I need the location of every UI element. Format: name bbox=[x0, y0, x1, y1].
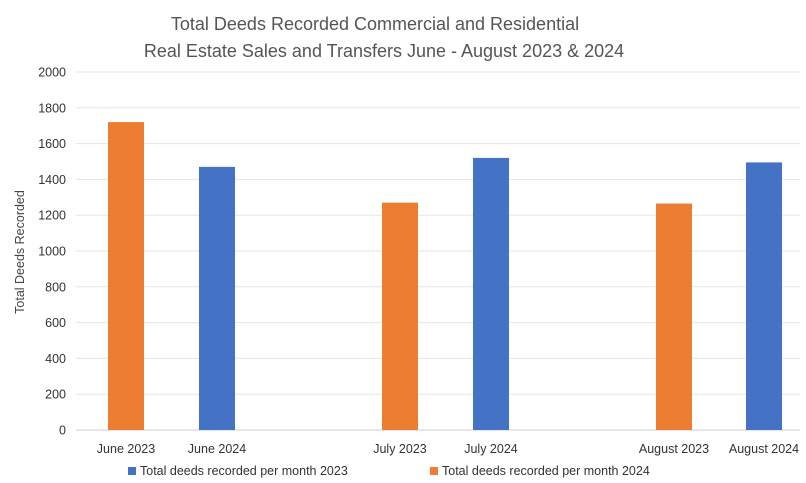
x-category-label: July 2024 bbox=[464, 442, 518, 456]
x-category-label: August 2023 bbox=[639, 442, 709, 456]
bar-june-2024 bbox=[199, 166, 235, 430]
grid-lines bbox=[76, 71, 800, 431]
x-category-label: June 2024 bbox=[188, 442, 246, 456]
bar-august-2024 bbox=[746, 162, 782, 430]
legend-label: Total deeds recorded per month 2023 bbox=[140, 464, 348, 478]
y-tick-label: 1800 bbox=[38, 101, 66, 115]
y-tick-label: 800 bbox=[45, 280, 66, 294]
chart-title-line-2: Real Estate Sales and Transfers June - A… bbox=[144, 41, 624, 61]
y-tick-label: 1200 bbox=[38, 209, 66, 223]
y-tick-label: 1400 bbox=[38, 173, 66, 187]
y-tick-label: 200 bbox=[45, 388, 66, 402]
y-tick-label: 1000 bbox=[38, 245, 66, 259]
chart-title-line-1: Total Deeds Recorded Commercial and Resi… bbox=[171, 14, 579, 34]
bar-june-2023 bbox=[108, 122, 144, 431]
y-tick-label: 400 bbox=[45, 352, 66, 366]
x-category-label: August 2024 bbox=[729, 442, 799, 456]
bar-august-2023 bbox=[656, 203, 692, 430]
bar-july-2023 bbox=[382, 202, 418, 430]
y-axis-title: Total Deeds Recorded bbox=[13, 190, 27, 314]
x-category-label: June 2023 bbox=[97, 442, 155, 456]
bars bbox=[108, 122, 782, 431]
legend-label: Total deeds recorded per month 2024 bbox=[442, 464, 650, 478]
y-tick-label: 600 bbox=[45, 316, 66, 330]
y-tick-label: 1600 bbox=[38, 137, 66, 151]
legend-swatch bbox=[430, 467, 438, 475]
y-tick-label: 0 bbox=[59, 424, 66, 438]
bar-july-2024 bbox=[473, 157, 509, 431]
legend-swatch bbox=[128, 467, 136, 475]
y-tick-label: 2000 bbox=[38, 66, 66, 80]
x-category-label: July 2023 bbox=[373, 442, 427, 456]
x-axis-labels: June 2023 June 2024 July 2023 July 2024 Augu… bbox=[97, 442, 799, 456]
y-axis-ticks: 0 200 400 600 800 1000 1200 1400 1600 1800 2000 bbox=[38, 66, 66, 438]
legend: Total deeds recorded per month 2023 Total… bbox=[128, 464, 650, 478]
